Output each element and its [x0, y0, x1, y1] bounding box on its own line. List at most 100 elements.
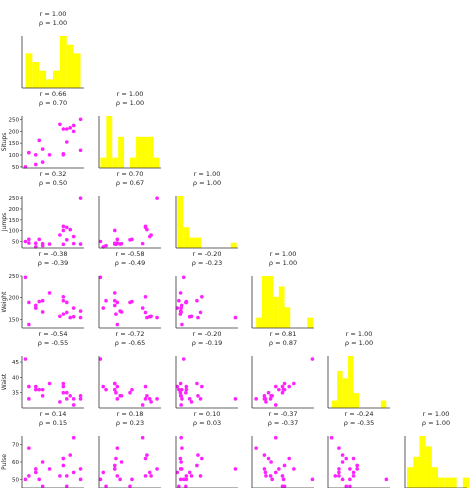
spearman-rho-label: ρ = 1.00: [345, 339, 373, 347]
spearman-rho-label: ρ = 0.70: [39, 99, 67, 107]
scatter-point: [200, 456, 204, 461]
scatter-point: [71, 397, 76, 401]
pearson-r-label: r = 0.18: [117, 410, 144, 418]
scatter-point: [27, 237, 31, 242]
scatter-point: [196, 315, 200, 320]
scatter-point: [115, 300, 120, 305]
pearson-r-label: r = -0.58: [115, 250, 144, 258]
scatter-point: [112, 298, 117, 303]
scatter-point: [266, 390, 271, 395]
scatter-point: [292, 381, 296, 386]
y-tick-label: 35: [12, 391, 19, 397]
pearson-r-label: r = 0.10: [194, 410, 221, 418]
scatter-point: [27, 474, 31, 478]
scatter-point: [115, 237, 120, 242]
scatter-point: [27, 384, 31, 389]
scatter-point: [351, 456, 356, 461]
scatter-point: [337, 467, 341, 471]
panel-chins-vs-chins: r = 1.00ρ = 1.00: [21, 10, 84, 89]
scatter-point: [61, 456, 66, 461]
scatter-point: [140, 241, 145, 246]
scatter-point: [384, 477, 389, 482]
histogram-bar: [337, 370, 343, 408]
histogram-bar: [273, 296, 279, 328]
scatter-point: [37, 237, 42, 242]
scatter-point: [27, 300, 31, 305]
scatter-point: [262, 393, 267, 398]
scatter-point: [355, 467, 359, 471]
scatter-point: [115, 241, 120, 245]
histogram-bar: [195, 237, 202, 248]
scatter-point: [27, 322, 31, 327]
y-tick-label: 250: [9, 196, 20, 202]
scatter-point: [184, 477, 189, 482]
scatter-point: [143, 224, 148, 229]
scatter-point: [68, 453, 73, 457]
scatter-point: [37, 477, 42, 482]
pearson-r-label: r = -0.72: [115, 330, 144, 338]
panel-waist-vs-chins: r = -0.54ρ = -0.55 35 40 45 Waist: [1, 330, 84, 409]
scatter-point: [270, 477, 274, 482]
histogram-bar: [284, 307, 291, 328]
y-tick-label: 50: [12, 240, 19, 246]
scatter-point: [178, 291, 183, 295]
scatter-point: [337, 474, 341, 478]
scatter-point: [64, 300, 69, 305]
scatter-point: [196, 453, 200, 457]
scatter-point: [179, 460, 183, 464]
scatter-point: [189, 400, 194, 404]
histogram-bar: [177, 196, 184, 248]
scatter-point: [180, 446, 184, 450]
histogram-bar: [141, 136, 148, 168]
histogram-bar: [348, 356, 354, 408]
y-tick-label: 150: [9, 141, 20, 147]
scatter-point: [147, 234, 152, 239]
scatter-point: [130, 387, 134, 392]
panel-weight-vs-situps: r = -0.58ρ = -0.49: [98, 250, 161, 329]
y-axis-label: Situps: [1, 133, 8, 152]
scatter-point: [263, 397, 268, 401]
panel-pulse-vs-waist: r = -0.24ρ = -0.35354045Waist: [327, 410, 390, 488]
scatter-point: [98, 357, 103, 361]
scatter-point: [33, 387, 38, 392]
scatter-point: [280, 384, 285, 389]
scatter-point: [184, 474, 189, 478]
scatter-point: [33, 470, 38, 475]
histogram-bar: [25, 53, 33, 88]
scatter-point: [184, 390, 188, 395]
scatter-point: [262, 467, 267, 471]
scatter-point: [78, 309, 83, 313]
scatter-point: [33, 384, 38, 389]
scatter-point: [61, 152, 66, 156]
scatter-point: [348, 467, 352, 471]
scatter-point: [177, 484, 181, 488]
spearman-rho-label: ρ = -0.65: [115, 339, 146, 347]
histogram-bar: [32, 62, 40, 88]
scatter-point: [145, 453, 149, 457]
scatter-point: [200, 384, 204, 389]
scatter-point: [145, 315, 149, 320]
scatter-point: [101, 384, 106, 389]
scatter-point: [196, 393, 200, 398]
scatter-point: [179, 435, 183, 440]
scatter-point: [273, 403, 278, 407]
scatter-point: [78, 477, 83, 482]
pearson-r-label: r = 0.66: [40, 90, 67, 98]
histogram-bar: [256, 317, 262, 328]
scatter-point: [68, 227, 73, 232]
histogram-bar: [307, 317, 313, 328]
scatter-point: [64, 474, 69, 478]
scatter-point: [101, 470, 106, 475]
scatter-point: [71, 123, 76, 128]
histogram-bar: [189, 237, 196, 248]
scatter-point: [264, 400, 268, 404]
histogram-bar: [153, 157, 160, 168]
scatter-point: [143, 474, 148, 478]
scatter-point: [140, 306, 145, 310]
scatter-point: [98, 275, 103, 280]
scatter-point: [198, 474, 203, 478]
spearman-rho-label: ρ = -0.19: [192, 339, 223, 347]
y-tick-label: 60: [12, 460, 19, 466]
scatter-point: [78, 242, 83, 246]
pearson-r-label: r = 1.00: [117, 90, 144, 98]
